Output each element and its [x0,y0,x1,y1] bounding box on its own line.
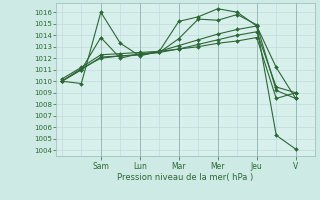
X-axis label: Pression niveau de la mer( hPa ): Pression niveau de la mer( hPa ) [117,173,254,182]
